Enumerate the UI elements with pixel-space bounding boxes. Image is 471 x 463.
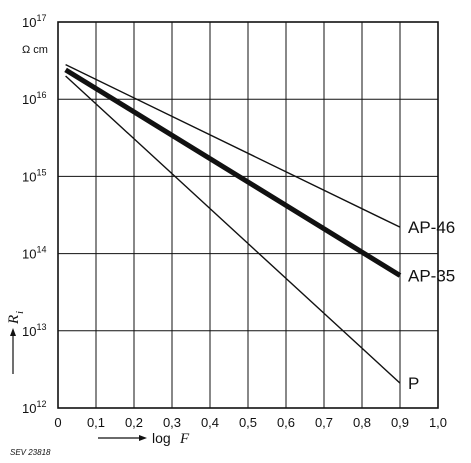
x-tick-label: 0,3 (163, 415, 181, 430)
y-tick-labels: 1012 1013 1014 1015 1016 1017 (22, 13, 46, 416)
series-line-ap-35 (64, 67, 402, 278)
x-tick-label: 0,1 (87, 415, 105, 430)
x-tick-label: 0,5 (239, 415, 257, 430)
x-tick-label: 0,2 (125, 415, 143, 430)
series-line-p (65, 75, 401, 384)
series-label-ap-46: AP-46 (408, 218, 455, 237)
x-tick-label: 0,6 (277, 415, 295, 430)
y-tick-label: 1013 (22, 322, 46, 339)
x-tick-label: 0,9 (391, 415, 409, 430)
y-axis-var: R (6, 315, 22, 325)
x-tick-label: 0,4 (201, 415, 219, 430)
y-tick-label: 1014 (22, 245, 46, 262)
x-axis-arrowhead (139, 435, 147, 441)
series-line-ap-46 (65, 64, 401, 228)
series-label-ap-35: AP-35 (408, 267, 455, 286)
y-axis-title: R i (6, 311, 26, 374)
x-tick-label: 0,7 (315, 415, 333, 430)
x-tick-labels: 0 0,1 0,2 0,3 0,4 0,5 0,6 0,7 0,8 0,9 1,0 (54, 415, 447, 430)
series-label-p: P (408, 374, 419, 393)
series-lines (64, 64, 402, 384)
grid (58, 22, 438, 408)
y-unit-label: Ω cm (22, 44, 48, 56)
y-tick-label: 1017 (22, 13, 46, 30)
series-labels: AP-46 AP-35 P (408, 218, 455, 393)
y-tick-label: 1015 (22, 167, 46, 184)
y-axis-arrowhead (10, 328, 16, 336)
y-tick-label: 1012 (22, 399, 46, 416)
x-tick-label: 1,0 (429, 415, 447, 430)
x-axis-var: F (179, 431, 190, 447)
x-axis-title: log F (98, 430, 190, 447)
x-axis-prefix: log (152, 430, 171, 446)
y-axis-sub: i (14, 311, 26, 314)
y-tick-label: 1016 (22, 90, 46, 107)
x-tick-label: 0,8 (353, 415, 371, 430)
x-tick-label: 0 (54, 415, 61, 430)
source-code: SEV 23818 (10, 448, 51, 457)
